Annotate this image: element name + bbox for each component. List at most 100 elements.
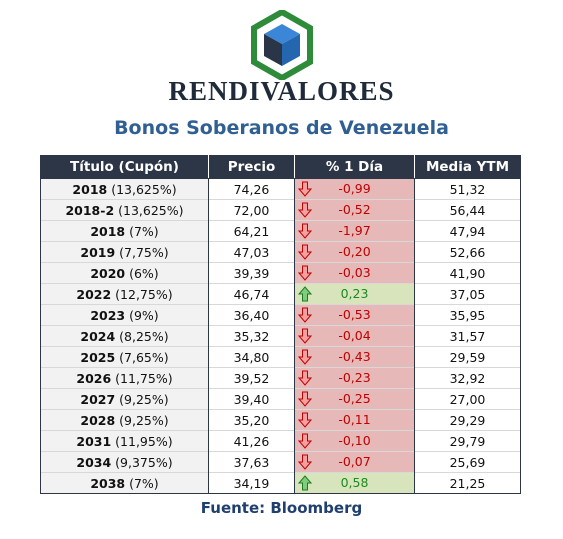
bond-coupon: (12,75%) <box>115 286 173 302</box>
brand-name: RENDIVALORES <box>168 76 395 106</box>
bond-change: -0,43 <box>338 349 371 364</box>
bond-change-cell: -0,53 <box>294 304 415 326</box>
bond-price: 37,63 <box>208 451 295 473</box>
bond-change-cell: -1,97 <box>294 220 415 242</box>
bond-change-cell: -0,25 <box>294 388 415 410</box>
bond-coupon: (13,625%) <box>111 181 177 197</box>
bond-change: -0,99 <box>338 181 371 196</box>
table-row: 2018-2 (13,625%) 72,00 -0,52 56,44 <box>40 199 521 221</box>
bond-ytm: 37,05 <box>414 283 521 305</box>
bond-coupon: (9,25%) <box>119 391 169 407</box>
bond-coupon: (7%) <box>129 475 159 491</box>
bond-coupon: (7%) <box>129 223 159 239</box>
table-row: 2024 (8,25%) 35,32 -0,04 31,57 <box>40 325 521 347</box>
bond-year: 2020 <box>90 265 126 281</box>
bond-change: 0,23 <box>340 286 369 301</box>
bond-price: 39,52 <box>208 367 295 389</box>
bond-title: 2022 (12,75%) <box>40 283 209 305</box>
bond-change-cell: -0,99 <box>294 178 415 200</box>
bond-change: -0,25 <box>338 391 371 406</box>
bond-change-cell: -0,23 <box>294 367 415 389</box>
bond-year: 2018 <box>72 181 108 197</box>
bond-price: 46,74 <box>208 283 295 305</box>
bond-price: 35,32 <box>208 325 295 347</box>
table-row: 2018 (7%) 64,21 -1,97 47,94 <box>40 220 521 242</box>
bond-year: 2027 <box>80 391 116 407</box>
page-title: Bonos Soberanos de Venezuela <box>114 117 449 139</box>
table-row: 2026 (11,75%) 39,52 -0,23 32,92 <box>40 367 521 389</box>
bond-coupon: (9%) <box>129 307 159 323</box>
bond-change-cell: 0,23 <box>294 283 415 305</box>
bond-ytm: 52,66 <box>414 241 521 263</box>
bond-coupon: (11,95%) <box>115 433 173 449</box>
bond-change-cell: -0,43 <box>294 346 415 368</box>
bond-change: -0,03 <box>338 265 371 280</box>
bond-title: 2031 (11,95%) <box>40 430 209 452</box>
bond-year: 2038 <box>90 475 126 491</box>
bond-title: 2038 (7%) <box>40 472 209 494</box>
bond-coupon: (13,625%) <box>118 202 184 218</box>
bond-year: 2018 <box>90 223 126 239</box>
bond-title: 2024 (8,25%) <box>40 325 209 347</box>
bond-change: -1,97 <box>338 223 371 238</box>
rendivalores-logo-icon <box>251 10 313 80</box>
bond-price: 35,20 <box>208 409 295 431</box>
table-row: 2025 (7,65%) 34,80 -0,43 29,59 <box>40 346 521 368</box>
table-row: 2028 (9,25%) 35,20 -0,11 29,29 <box>40 409 521 431</box>
bond-change: -0,11 <box>338 412 371 427</box>
bond-ytm: 27,00 <box>414 388 521 410</box>
bond-price: 36,40 <box>208 304 295 326</box>
bond-ytm: 29,79 <box>414 430 521 452</box>
bond-price: 47,03 <box>208 241 295 263</box>
bond-change-cell: -0,07 <box>294 451 415 473</box>
bond-year: 2028 <box>80 412 116 428</box>
table-header-row: Título (Cupón) Precio % 1 Día Media YTM <box>40 155 521 179</box>
bond-change: -0,07 <box>338 454 371 469</box>
table-row: 2031 (11,95%) 41,26 -0,10 29,79 <box>40 430 521 452</box>
bond-year: 2018-2 <box>65 202 115 218</box>
bond-ytm: 31,57 <box>414 325 521 347</box>
table-row: 2023 (9%) 36,40 -0,53 35,95 <box>40 304 521 326</box>
column-header-price: Precio <box>208 155 295 179</box>
table-row: 2018 (13,625%) 74,26 -0,99 51,32 <box>40 178 521 200</box>
bond-change: -0,52 <box>338 202 371 217</box>
bond-price: 34,19 <box>208 472 295 494</box>
bond-price: 39,40 <box>208 388 295 410</box>
table-row: 2034 (9,375%) 37,63 -0,07 25,69 <box>40 451 521 473</box>
bond-year: 2026 <box>76 370 112 386</box>
table-row: 2027 (9,25%) 39,40 -0,25 27,00 <box>40 388 521 410</box>
table-row: 2019 (7,75%) 47,03 -0,20 52,66 <box>40 241 521 263</box>
bond-ytm: 25,69 <box>414 451 521 473</box>
bond-price: 39,39 <box>208 262 295 284</box>
bond-coupon: (11,75%) <box>115 370 173 386</box>
bond-coupon: (8,25%) <box>119 328 169 344</box>
table-row: 2038 (7%) 34,19 0,58 21,25 <box>40 472 521 494</box>
bond-title: 2023 (9%) <box>40 304 209 326</box>
bond-coupon: (9,25%) <box>119 412 169 428</box>
bond-change: -0,20 <box>338 244 371 259</box>
bond-ytm: 21,25 <box>414 472 521 494</box>
bond-year: 2031 <box>76 433 112 449</box>
column-header-change: % 1 Día <box>294 155 415 179</box>
bond-change-cell: -0,11 <box>294 409 415 431</box>
column-header-title: Título (Cupón) <box>40 155 209 179</box>
bond-year: 2023 <box>90 307 126 323</box>
bond-change-cell: -0,52 <box>294 199 415 221</box>
bond-price: 34,80 <box>208 346 295 368</box>
bond-ytm: 35,95 <box>414 304 521 326</box>
table-row: 2022 (12,75%) 46,74 0,23 37,05 <box>40 283 521 305</box>
bond-ytm: 51,32 <box>414 178 521 200</box>
bond-year: 2034 <box>76 454 112 470</box>
bond-change: -0,10 <box>338 433 371 448</box>
bond-year: 2025 <box>80 349 116 365</box>
bond-title: 2026 (11,75%) <box>40 367 209 389</box>
bond-price: 72,00 <box>208 199 295 221</box>
bond-coupon: (7,75%) <box>119 244 169 260</box>
bond-title: 2018 (7%) <box>40 220 209 242</box>
bond-change-cell: 0,58 <box>294 472 415 494</box>
table-body: 2018 (13,625%) 74,26 -0,99 51,32 2018-2 (13,… <box>40 178 521 494</box>
table-row: 2020 (6%) 39,39 -0,03 41,90 <box>40 262 521 284</box>
column-header-ytm: Media YTM <box>414 155 521 179</box>
bond-change: -0,04 <box>338 328 371 343</box>
bond-change: -0,23 <box>338 370 371 385</box>
